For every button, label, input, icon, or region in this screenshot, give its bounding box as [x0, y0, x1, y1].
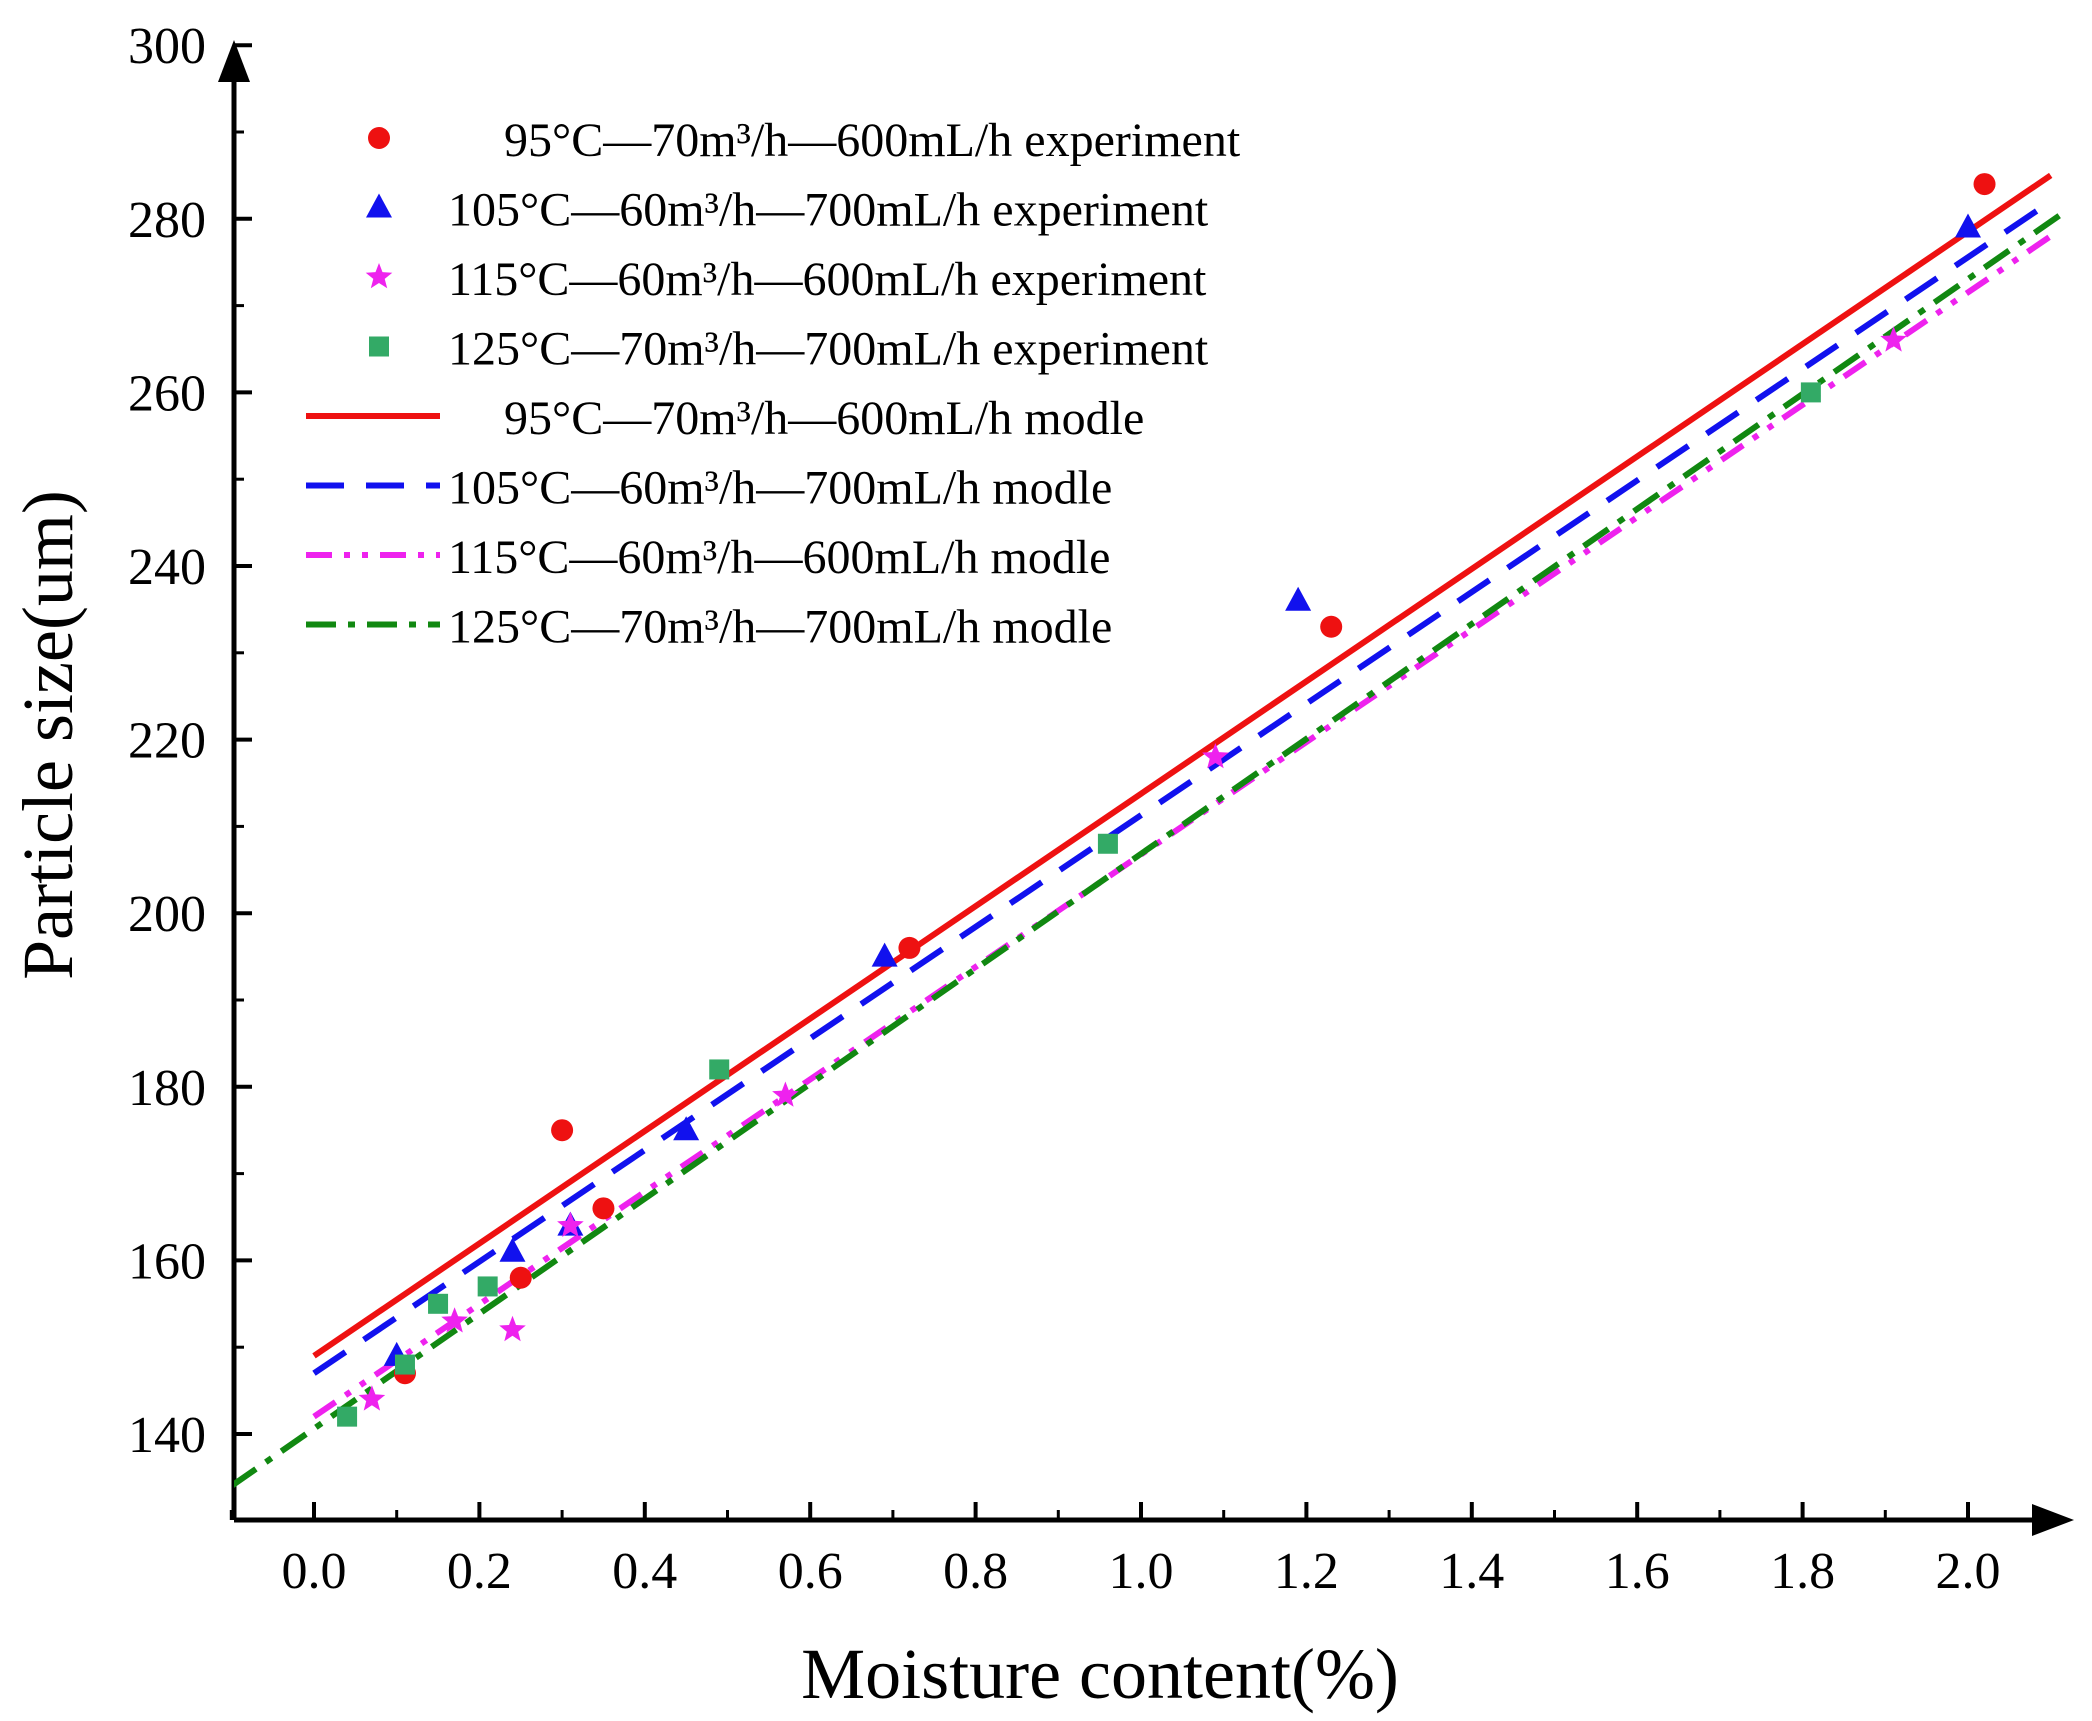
- data-point-series-4: [1097, 833, 1118, 854]
- legend-label-1: 95°C—70m³/h—600mL/h experiment: [504, 114, 1241, 167]
- y-axis-title: Particle size(um): [8, 490, 88, 980]
- data-point-series-1: [1320, 615, 1343, 638]
- data-point-series-2: [871, 942, 898, 967]
- y-tick-label: 160: [128, 1233, 206, 1290]
- x-tick-label: 1.6: [1605, 1543, 1670, 1600]
- model-line-3: [312, 233, 2053, 1420]
- y-tick-label: 200: [128, 886, 206, 943]
- x-tick-label: 2.0: [1936, 1543, 2001, 1600]
- data-point-series-1: [592, 1197, 615, 1220]
- data-point-series-4: [1800, 382, 1821, 403]
- model-lines: [234, 172, 2069, 1488]
- data-point-series-4: [337, 1406, 358, 1427]
- legend-marker-3: [365, 263, 393, 289]
- data-point-series-3: [557, 1211, 584, 1237]
- legend-marker-1: [368, 127, 390, 149]
- x-tick-label: 1.4: [1439, 1543, 1504, 1600]
- y-tick-label: 220: [128, 713, 206, 770]
- model-line-2: [312, 198, 2053, 1376]
- x-tick-label: 0.4: [612, 1543, 677, 1600]
- data-point-series-1: [509, 1266, 532, 1289]
- legend: 95°C—70m³/h—600mL/h experiment 105°C—60m³…: [306, 114, 1241, 654]
- experiment-markers: [337, 173, 1996, 1427]
- data-point-series-2: [1285, 586, 1312, 611]
- data-point-series-1: [551, 1119, 574, 1142]
- legend-label-8: 125°C—70m³/h—700mL/h modle: [448, 601, 1112, 654]
- data-point-series-3: [772, 1081, 799, 1107]
- x-tick-label: 1.2: [1274, 1543, 1339, 1600]
- legend-label-2: 105°C—60m³/h—700mL/h experiment: [448, 184, 1209, 237]
- legend-label-6: 105°C—60m³/h—700mL/h modle: [448, 462, 1112, 515]
- x-tick-label: 0.6: [778, 1543, 843, 1600]
- x-axis-arrow-icon: [2032, 1504, 2074, 1536]
- x-tick-label: 0.0: [282, 1543, 347, 1600]
- legend-label-5: 95°C—70m³/h—600mL/h modle: [504, 392, 1144, 445]
- data-point-series-3: [358, 1385, 386, 1411]
- y-tick-label: 180: [128, 1060, 206, 1117]
- data-point-series-3: [441, 1307, 468, 1333]
- legend-marker-2: [366, 193, 392, 218]
- data-point-series-4: [394, 1354, 415, 1375]
- axes: 140 160 180 200 220 240 260 280 300 0.0 0.2 0.4 0.6 0…: [128, 18, 2074, 1600]
- legend-marker-4: [369, 336, 389, 357]
- data-point-series-3: [1202, 743, 1229, 769]
- data-point-series-3: [499, 1315, 526, 1342]
- data-point-series-4: [477, 1276, 498, 1297]
- y-tick-label: 140: [128, 1407, 206, 1464]
- data-point-series-4: [428, 1293, 449, 1314]
- x-tick-label: 1.8: [1770, 1543, 1835, 1600]
- data-point-series-3: [1880, 326, 1907, 352]
- x-tick-label: 1.0: [1109, 1543, 1174, 1600]
- model-line-4: [234, 207, 2069, 1488]
- data-point-series-2: [1955, 213, 1981, 238]
- y-tick-label: 280: [128, 192, 206, 249]
- y-tick-label: 260: [128, 365, 206, 422]
- legend-label-7: 115°C—60m³/h—600mL/h modle: [448, 531, 1110, 584]
- y-tick-label: 240: [128, 539, 206, 596]
- legend-label-4: 125°C—70m³/h—700mL/h experiment: [448, 323, 1209, 376]
- data-point-series-2: [499, 1237, 526, 1262]
- model-line-1: [312, 172, 2053, 1359]
- legend-label-3: 115°C—60m³/h—600mL/h experiment: [448, 253, 1207, 306]
- y-axis-arrow-icon: [218, 40, 250, 82]
- data-point-series-1: [898, 936, 921, 959]
- data-point-series-2: [673, 1116, 700, 1141]
- x-tick-label: 0.8: [943, 1543, 1008, 1600]
- x-axis-title: Moisture content(%): [801, 1634, 1399, 1714]
- x-tick-label: 0.2: [447, 1543, 512, 1600]
- data-point-series-1: [1973, 173, 1996, 196]
- y-tick-label: 300: [128, 18, 206, 75]
- data-point-series-4: [709, 1059, 730, 1080]
